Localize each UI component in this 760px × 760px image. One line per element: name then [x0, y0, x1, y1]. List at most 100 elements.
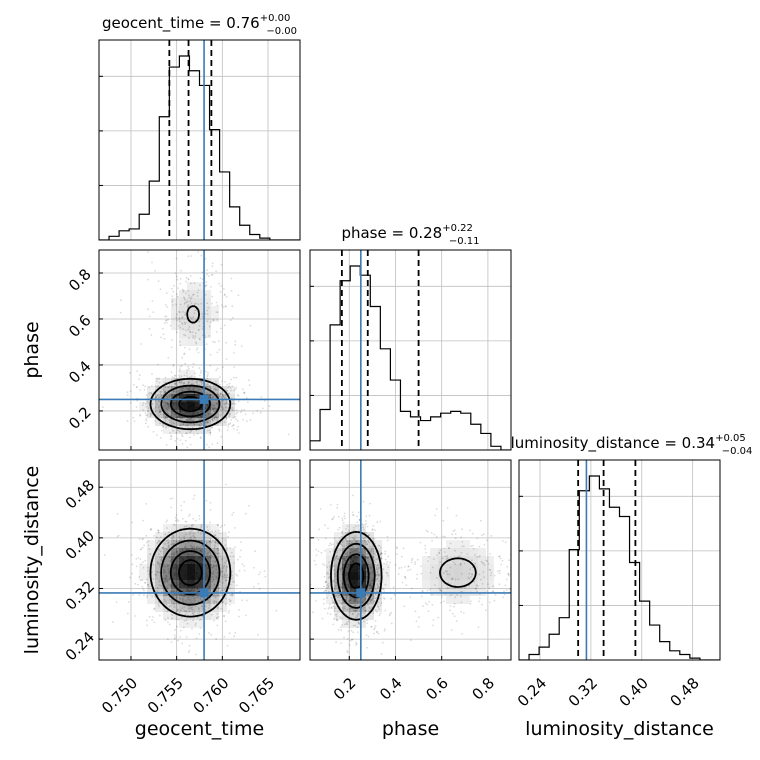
sample-point	[411, 557, 414, 560]
sample-point	[373, 590, 375, 592]
sample-point	[480, 534, 483, 537]
sample-point	[198, 424, 201, 427]
sample-point	[170, 434, 172, 437]
sample-point	[179, 282, 182, 285]
density-cell	[227, 386, 235, 394]
density-cell	[203, 564, 211, 572]
sample-point	[386, 539, 389, 542]
sample-point	[153, 608, 156, 611]
sample-point	[186, 622, 189, 625]
sample-point	[119, 311, 122, 314]
sample-point	[159, 392, 162, 395]
sample-point	[171, 536, 174, 539]
sample-point	[223, 452, 225, 454]
sample-point	[209, 431, 212, 434]
density-cell	[171, 572, 179, 580]
sample-point	[199, 374, 201, 377]
sample-point	[134, 615, 137, 617]
sample-point	[167, 564, 169, 567]
sample-point	[176, 608, 179, 611]
panel-frame	[309, 459, 512, 661]
density-cell	[211, 314, 219, 322]
sample-point	[177, 325, 180, 327]
contour-line	[160, 539, 221, 606]
density-cell	[171, 564, 179, 572]
sample-point	[216, 547, 219, 550]
sample-point	[230, 378, 233, 381]
sample-point	[206, 313, 209, 316]
sample-point	[159, 391, 162, 393]
sample-point	[370, 547, 373, 550]
sample-point	[466, 553, 469, 555]
density-cell	[187, 386, 195, 394]
sample-point	[162, 594, 165, 597]
y-tick-label: 0.24	[62, 628, 98, 664]
sample-point	[396, 547, 398, 550]
density-cell	[203, 314, 211, 322]
sample-point	[404, 575, 407, 578]
sample-point	[376, 564, 379, 567]
density-cell	[171, 418, 179, 426]
sample-point	[243, 392, 246, 394]
sample-point	[181, 434, 183, 436]
sample-point	[397, 573, 400, 575]
sample-point	[176, 618, 179, 621]
sample-point	[333, 537, 336, 540]
sample-point	[194, 337, 196, 340]
density-cell	[430, 572, 438, 580]
sample-point	[223, 636, 226, 638]
sample-point	[167, 638, 169, 641]
sample-point	[162, 571, 165, 574]
sample-point	[341, 544, 343, 547]
sample-point	[174, 628, 176, 631]
sample-point	[334, 607, 337, 610]
density-cell	[462, 588, 470, 596]
sample-point	[207, 413, 210, 416]
sample-point	[367, 563, 370, 566]
density-cell	[438, 548, 446, 556]
sample-point	[244, 413, 247, 416]
sample-point	[147, 251, 150, 253]
sample-point	[438, 552, 441, 555]
sample-point	[357, 551, 360, 553]
sample-point	[201, 313, 204, 315]
sample-point	[215, 590, 218, 593]
sample-point	[394, 564, 397, 566]
sample-point	[168, 578, 171, 581]
sample-point	[176, 610, 178, 613]
sample-point	[165, 419, 167, 422]
sample-point	[228, 423, 230, 425]
sample-point	[365, 541, 367, 543]
sample-point	[187, 328, 190, 331]
sample-point	[179, 340, 181, 343]
sample-point	[184, 313, 186, 316]
sample-point	[173, 284, 175, 287]
sample-point	[325, 580, 327, 583]
sample-point	[162, 571, 164, 574]
sample-point	[432, 619, 435, 621]
sample-point	[190, 383, 193, 385]
x-tick-label: 0.32	[565, 674, 601, 710]
sample-point	[237, 558, 239, 561]
density-cell	[187, 282, 195, 290]
density-cell	[350, 580, 358, 588]
sample-point	[211, 540, 214, 542]
sample-point	[199, 418, 202, 420]
sample-point	[364, 597, 367, 600]
sample-point	[165, 403, 168, 406]
sample-point	[215, 601, 218, 604]
sample-point	[141, 538, 144, 541]
sample-point	[338, 594, 341, 597]
sample-point	[340, 586, 342, 588]
sample-point	[225, 341, 227, 344]
sample-point	[199, 338, 201, 341]
sample-point	[177, 639, 180, 642]
density-cell	[163, 426, 171, 434]
density-cell	[195, 338, 203, 346]
sample-point	[157, 529, 160, 532]
sample-point	[187, 423, 190, 426]
sample-point	[341, 519, 344, 521]
sample-point	[363, 599, 365, 601]
sample-point	[353, 538, 355, 541]
sample-point	[163, 565, 166, 568]
